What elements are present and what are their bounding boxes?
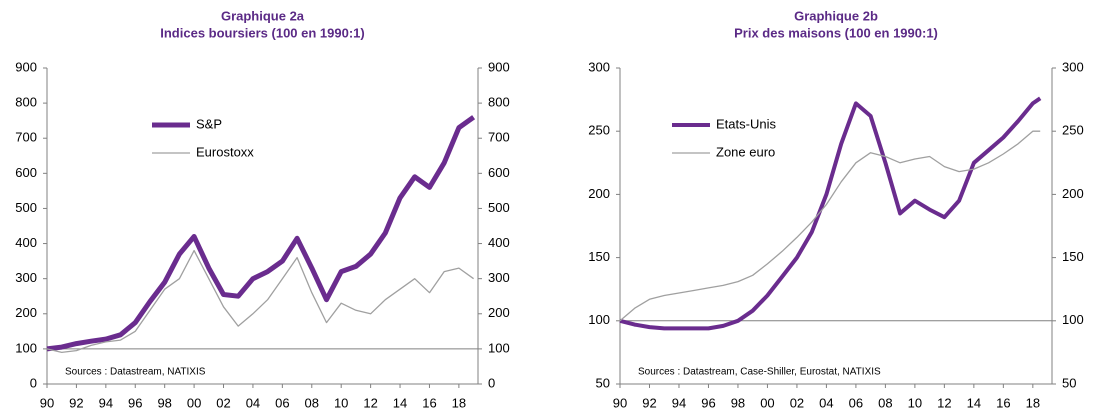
x-tick-label: 06 [275,395,289,410]
x-tick-label: 90 [613,395,627,410]
x-tick-label: 04 [819,395,833,410]
series-line [46,249,474,354]
legend-label: Eurostoxx [196,144,254,159]
chart-subtitle: Indices boursiers (100 en 1990:1) [160,25,364,40]
y-tick-label: 150 [588,249,610,264]
x-tick-label: 94 [672,395,686,410]
x-tick-label: 16 [422,395,436,410]
y2-tick-label: 500 [488,200,510,215]
y-tick-label: 900 [15,59,37,74]
source-note: Sources : Datastream, NATIXIS [65,367,206,378]
x-tick-label: 12 [363,395,377,410]
y-tick-label: 600 [15,165,37,180]
y-tick-label: 300 [588,59,610,74]
y2-tick-label: 200 [1062,186,1084,201]
chart-subtitle: Prix des maisons (100 en 1990:1) [734,25,938,40]
x-tick-label: 16 [996,395,1010,410]
x-tick-label: 92 [642,395,656,410]
x-tick-label: 12 [937,395,951,410]
x-tick-label: 08 [878,395,892,410]
x-tick-label: 96 [701,395,715,410]
x-tick-label: 18 [1026,395,1040,410]
legend-label: Etats-Unis [716,116,776,131]
x-tick-label: 04 [246,395,260,410]
series-line [619,96,1042,331]
y2-tick-label: 150 [1062,249,1084,264]
y2-tick-label: 0 [488,375,495,390]
x-tick-label: 14 [393,395,407,410]
series-line [46,115,476,352]
y-tick-label: 200 [588,186,610,201]
y2-tick-label: 900 [488,59,510,74]
y-tick-label: 200 [15,305,37,320]
y-tick-label: 500 [15,200,37,215]
y2-tick-label: 100 [1062,312,1084,327]
legend-label: Zone euro [716,144,775,159]
series-line [619,130,1041,322]
y-tick-label: 700 [15,130,37,145]
x-tick-label: 94 [99,395,113,410]
y-tick-label: 50 [596,375,610,390]
x-tick-label: 10 [908,395,922,410]
y-tick-label: 250 [588,123,610,138]
x-tick-label: 00 [760,395,774,410]
y2-tick-label: 300 [488,270,510,285]
y2-tick-label: 400 [488,235,510,250]
x-tick-label: 98 [157,395,171,410]
y2-tick-label: 600 [488,165,510,180]
y2-tick-label: 300 [1062,59,1084,74]
y-tick-label: 400 [15,235,37,250]
x-tick-label: 18 [452,395,466,410]
x-tick-label: 90 [40,395,54,410]
y2-tick-label: 200 [488,305,510,320]
y-tick-label: 0 [30,375,37,390]
x-tick-label: 02 [216,395,230,410]
x-tick-label: 10 [334,395,348,410]
x-tick-label: 96 [128,395,142,410]
x-tick-label: 92 [69,395,83,410]
chart-title: Graphique 2b [794,8,878,23]
y2-tick-label: 250 [1062,123,1084,138]
x-tick-label: 06 [849,395,863,410]
legend-label: S&P [196,116,222,131]
x-tick-label: 14 [967,395,981,410]
y-tick-label: 100 [15,340,37,355]
y2-tick-label: 700 [488,130,510,145]
chart-title: Graphique 2a [221,8,305,23]
x-tick-label: 08 [305,395,319,410]
y-tick-label: 800 [15,95,37,110]
y-tick-label: 300 [15,270,37,285]
source-note: Sources : Datastream, Case-Shiller, Euro… [638,367,881,378]
x-tick-label: 00 [187,395,201,410]
x-tick-label: 02 [790,395,804,410]
y2-tick-label: 50 [1062,375,1076,390]
y2-tick-label: 800 [488,95,510,110]
y-tick-label: 100 [588,312,610,327]
y2-tick-label: 100 [488,340,510,355]
x-tick-label: 98 [731,395,745,410]
